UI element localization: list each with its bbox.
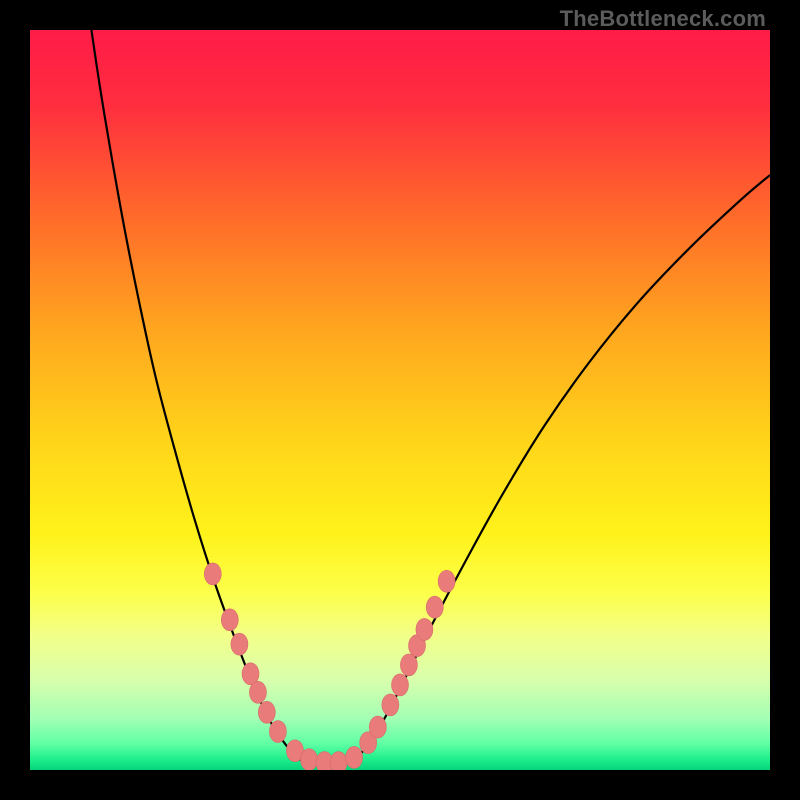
- marker-point: [269, 721, 286, 743]
- curve-layer: [30, 30, 770, 770]
- marker-point: [204, 563, 221, 585]
- marker-point: [346, 746, 363, 768]
- marker-point: [221, 609, 238, 631]
- marker-point: [400, 654, 417, 676]
- plot-area: [30, 30, 770, 770]
- marker-point: [300, 749, 317, 770]
- marker-point: [249, 681, 266, 703]
- marker-point: [369, 716, 386, 738]
- marker-point: [416, 618, 433, 640]
- watermark-text: TheBottleneck.com: [560, 6, 766, 32]
- marker-point: [392, 674, 409, 696]
- marker-group: [204, 563, 455, 770]
- marker-point: [330, 752, 347, 770]
- marker-point: [438, 570, 455, 592]
- left-curve: [91, 30, 306, 763]
- marker-point: [258, 701, 275, 723]
- marker-point: [426, 596, 443, 618]
- chart-frame: TheBottleneck.com: [0, 0, 800, 800]
- marker-point: [231, 633, 248, 655]
- marker-point: [382, 694, 399, 716]
